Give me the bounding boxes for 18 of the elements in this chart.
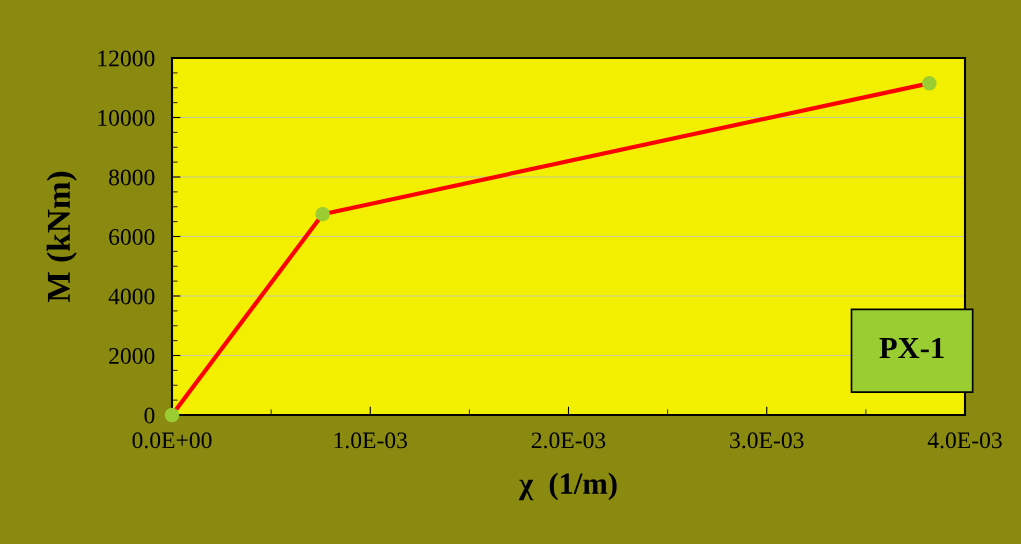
point <box>922 76 937 91</box>
annotation: PX-1 <box>879 337 944 359</box>
x-tick-label: 0.0E+00 <box>132 432 212 449</box>
y-tick-label: 12000 <box>98 50 155 67</box>
x-tick-label: 2.0E-03 <box>531 432 606 449</box>
point <box>164 407 180 423</box>
point <box>315 206 330 222</box>
x-tick-label: 1.0E-03 <box>334 432 408 449</box>
y-axis-title: M (kNm) <box>46 171 77 303</box>
y-tick-label: 2000 <box>109 347 155 364</box>
x-tick-label: 4.0E-03 <box>927 432 1002 449</box>
y-tick-label: 10000 <box>98 109 155 126</box>
y-tick-label: 4000 <box>108 288 155 305</box>
x-axis-title: χ (1/m) <box>518 472 617 501</box>
y-tick-label: 0 <box>144 407 155 424</box>
y-tick-label: 8000 <box>109 169 155 186</box>
y-tick-label: 6000 <box>109 228 155 245</box>
x-tick-label: 3.0E-03 <box>730 432 804 449</box>
